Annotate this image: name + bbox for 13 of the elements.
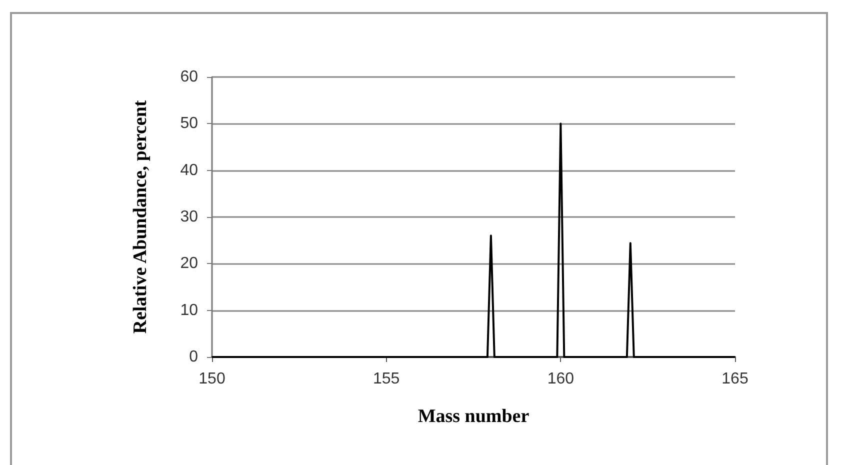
x-tick-label: 150: [198, 370, 226, 388]
y-tick-label: 40: [180, 162, 198, 179]
x-tick-label: 155: [372, 370, 400, 388]
y-tick-label: 50: [180, 115, 198, 132]
x-tick-label: 165: [722, 370, 748, 388]
x-axis-title: Mass number: [418, 406, 530, 427]
x-tick-label: 160: [547, 370, 574, 388]
y-tick-label: 0: [189, 348, 198, 366]
y-axis-title: Relative Abundance, percent: [130, 100, 151, 334]
y-tick-label: 10: [180, 302, 198, 319]
y-tick-label: 20: [180, 255, 198, 272]
y-tick-label: 60: [180, 68, 198, 86]
y-tick-label: 30: [180, 208, 198, 226]
